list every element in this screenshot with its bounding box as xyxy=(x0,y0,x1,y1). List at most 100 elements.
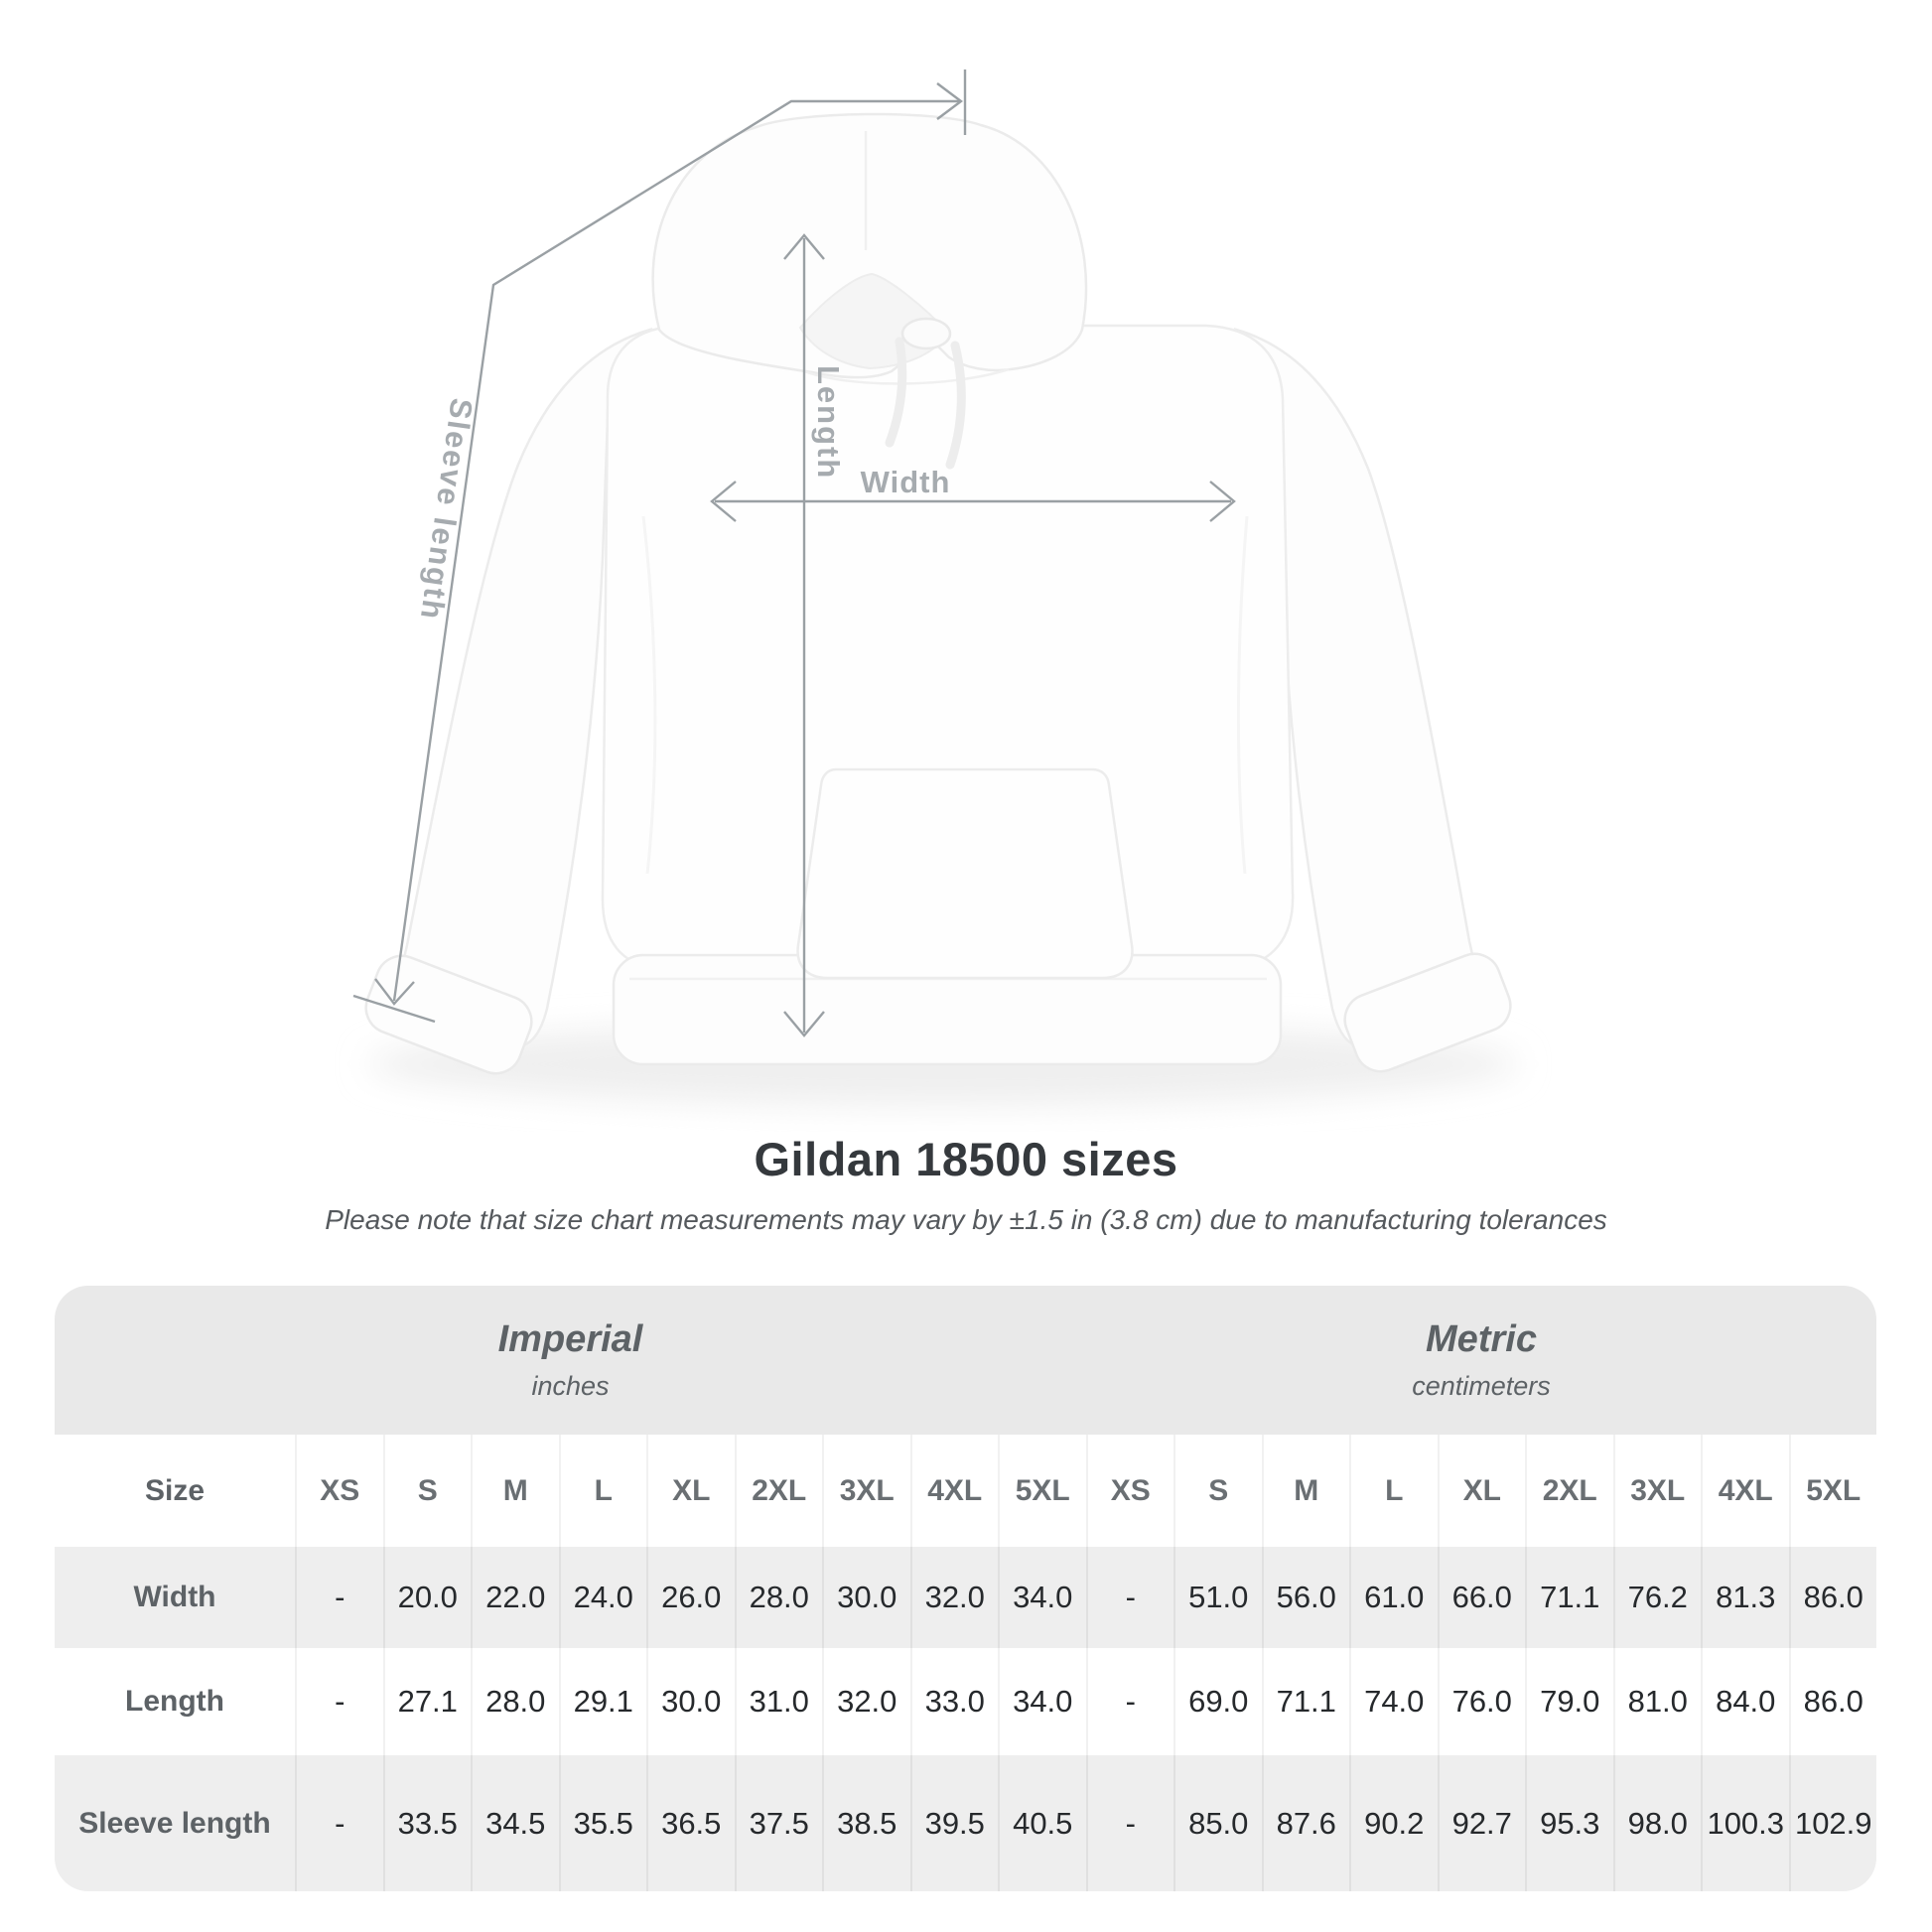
sleeve-length-line xyxy=(392,99,959,1002)
unit-group-band: Imperial inches Metric centimeters xyxy=(55,1286,1876,1435)
value-cell: 34.5 xyxy=(471,1755,559,1891)
value-cell: 22.0 xyxy=(471,1547,559,1648)
value-cell: 61.0 xyxy=(1349,1547,1438,1648)
imperial-size-header-3xl: 3XL xyxy=(822,1435,910,1547)
value-cell: 76.0 xyxy=(1437,1648,1526,1755)
value-cell: 26.0 xyxy=(646,1547,735,1648)
value-cell: 74.0 xyxy=(1349,1648,1438,1755)
value-cell: 36.5 xyxy=(646,1755,735,1891)
imperial-size-header-s: S xyxy=(382,1435,472,1547)
value-cell: 24.0 xyxy=(558,1547,647,1648)
fold-line xyxy=(641,515,657,875)
drawstring-left xyxy=(885,337,907,448)
value-cell: 37.5 xyxy=(734,1755,823,1891)
metric-group-unit: centimeters xyxy=(1412,1371,1551,1401)
width-arrowhead-left xyxy=(710,481,737,522)
value-cell: 34.0 xyxy=(998,1648,1086,1755)
value-cell: 98.0 xyxy=(1612,1755,1702,1891)
value-cell: 86.0 xyxy=(1788,1547,1877,1648)
row-label: Sleeve length xyxy=(78,1806,271,1840)
size-column-header: Size xyxy=(144,1473,206,1507)
page-subtitle: Please note that size chart measurements… xyxy=(325,1204,1607,1235)
value-cell: - xyxy=(295,1648,383,1755)
measurement-annotations xyxy=(352,69,1236,1037)
sleeve-arrowhead-top xyxy=(936,82,963,120)
drawstring-right xyxy=(945,341,966,470)
value-cell: 95.3 xyxy=(1525,1755,1613,1891)
value-cell: 38.5 xyxy=(822,1755,910,1891)
metric-size-header-3xl: 3XL xyxy=(1612,1435,1702,1547)
fold-line xyxy=(1236,515,1249,875)
hoodie-illustration xyxy=(364,112,1519,1106)
value-cell: 79.0 xyxy=(1525,1648,1613,1755)
metric-group-label: Metric xyxy=(1426,1318,1537,1360)
row-label: Length xyxy=(125,1685,224,1718)
left-cuff xyxy=(364,954,533,1075)
sleeve-start-tick xyxy=(352,994,436,1024)
drawstring-bow xyxy=(900,317,952,350)
table-row-width: Width -20.0 22.0 24.0 26.0 28.0 30.0 32.0 34.0-5… xyxy=(55,1547,1876,1648)
metric-size-header-2xl: 2XL xyxy=(1525,1435,1613,1547)
value-cell: 30.0 xyxy=(646,1648,735,1755)
value-cell: 102.9 xyxy=(1788,1755,1877,1891)
value-cell: 100.3 xyxy=(1701,1755,1789,1891)
row-label: Width xyxy=(133,1581,216,1613)
value-cell: 51.0 xyxy=(1173,1547,1262,1648)
value-cell: 86.0 xyxy=(1788,1648,1877,1755)
right-cuff xyxy=(1343,952,1512,1073)
width-arrowhead-right xyxy=(1209,481,1236,522)
value-cell: 31.0 xyxy=(734,1648,823,1755)
value-cell: - xyxy=(295,1755,383,1891)
value-cell: 85.0 xyxy=(1173,1755,1262,1891)
table-row-sleeve-length: Sleeve length -33.5 34.5 35.5 36.5 37.5 38.5 39… xyxy=(55,1755,1876,1891)
width-annotation-label: Width xyxy=(861,465,951,499)
value-cell: 87.6 xyxy=(1261,1755,1350,1891)
value-cell: 84.0 xyxy=(1701,1648,1789,1755)
metric-size-header-xs: XS xyxy=(1085,1435,1174,1547)
kangaroo-pocket xyxy=(796,767,1134,980)
sleeve-length-annotation-label: Sleeve length xyxy=(414,396,480,623)
length-arrowhead-bottom xyxy=(783,1011,825,1037)
table-row-length: Length -27.1 28.0 29.1 30.0 31.0 32.0 33.0 34.0-… xyxy=(55,1648,1876,1755)
value-cell: 32.0 xyxy=(822,1648,910,1755)
value-cell: 28.0 xyxy=(471,1648,559,1755)
value-cell: 30.0 xyxy=(822,1547,910,1648)
value-cell: - xyxy=(1085,1648,1174,1755)
page-title: Gildan 18500 sizes xyxy=(754,1133,1178,1185)
imperial-size-header-xs: XS xyxy=(295,1435,383,1547)
metric-size-header-m: M xyxy=(1261,1435,1350,1547)
table-header-row: Size XS S M L XL 2XL 3XL 4XL 5XL XS S M L XL 2XL 3XL 4XL 5… xyxy=(55,1435,1876,1547)
imperial-size-header-4xl: 4XL xyxy=(909,1435,999,1547)
imperial-size-header-2xl: 2XL xyxy=(734,1435,823,1547)
value-cell: 28.0 xyxy=(734,1547,823,1648)
value-cell: 71.1 xyxy=(1261,1648,1350,1755)
value-cell: 71.1 xyxy=(1525,1547,1613,1648)
value-cell: 56.0 xyxy=(1261,1547,1350,1648)
imperial-size-header-m: M xyxy=(471,1435,559,1547)
metric-size-header-5xl: 5XL xyxy=(1788,1435,1877,1547)
size-table: Imperial inches Metric centimeters Size X… xyxy=(55,1286,1876,1891)
value-cell: 76.2 xyxy=(1612,1547,1702,1648)
value-cell: - xyxy=(1085,1547,1174,1648)
sleeve-arrowhead-bottom xyxy=(374,978,415,1006)
value-cell: 40.5 xyxy=(998,1755,1086,1891)
metric-group-header: Metric centimeters xyxy=(1086,1286,1876,1435)
value-cell: 39.5 xyxy=(909,1755,999,1891)
imperial-size-header-5xl: 5XL xyxy=(998,1435,1086,1547)
length-annotation-label: Length xyxy=(811,365,846,480)
value-cell: 90.2 xyxy=(1349,1755,1438,1891)
value-cell: 81.3 xyxy=(1701,1547,1789,1648)
value-cell: - xyxy=(295,1547,383,1648)
hoodie-measurement-diagram: Width Length Sleeve length xyxy=(352,69,1519,1106)
value-cell: 20.0 xyxy=(382,1547,472,1648)
metric-size-header-4xl: 4XL xyxy=(1701,1435,1789,1547)
metric-size-header-xl: XL xyxy=(1437,1435,1526,1547)
value-cell: 33.0 xyxy=(909,1648,999,1755)
value-cell: 29.1 xyxy=(558,1648,647,1755)
value-cell: 81.0 xyxy=(1612,1648,1702,1755)
value-cell: 32.0 xyxy=(909,1547,999,1648)
imperial-size-header-l: L xyxy=(558,1435,647,1547)
metric-size-header-s: S xyxy=(1173,1435,1262,1547)
imperial-group-label: Imperial xyxy=(497,1318,643,1360)
